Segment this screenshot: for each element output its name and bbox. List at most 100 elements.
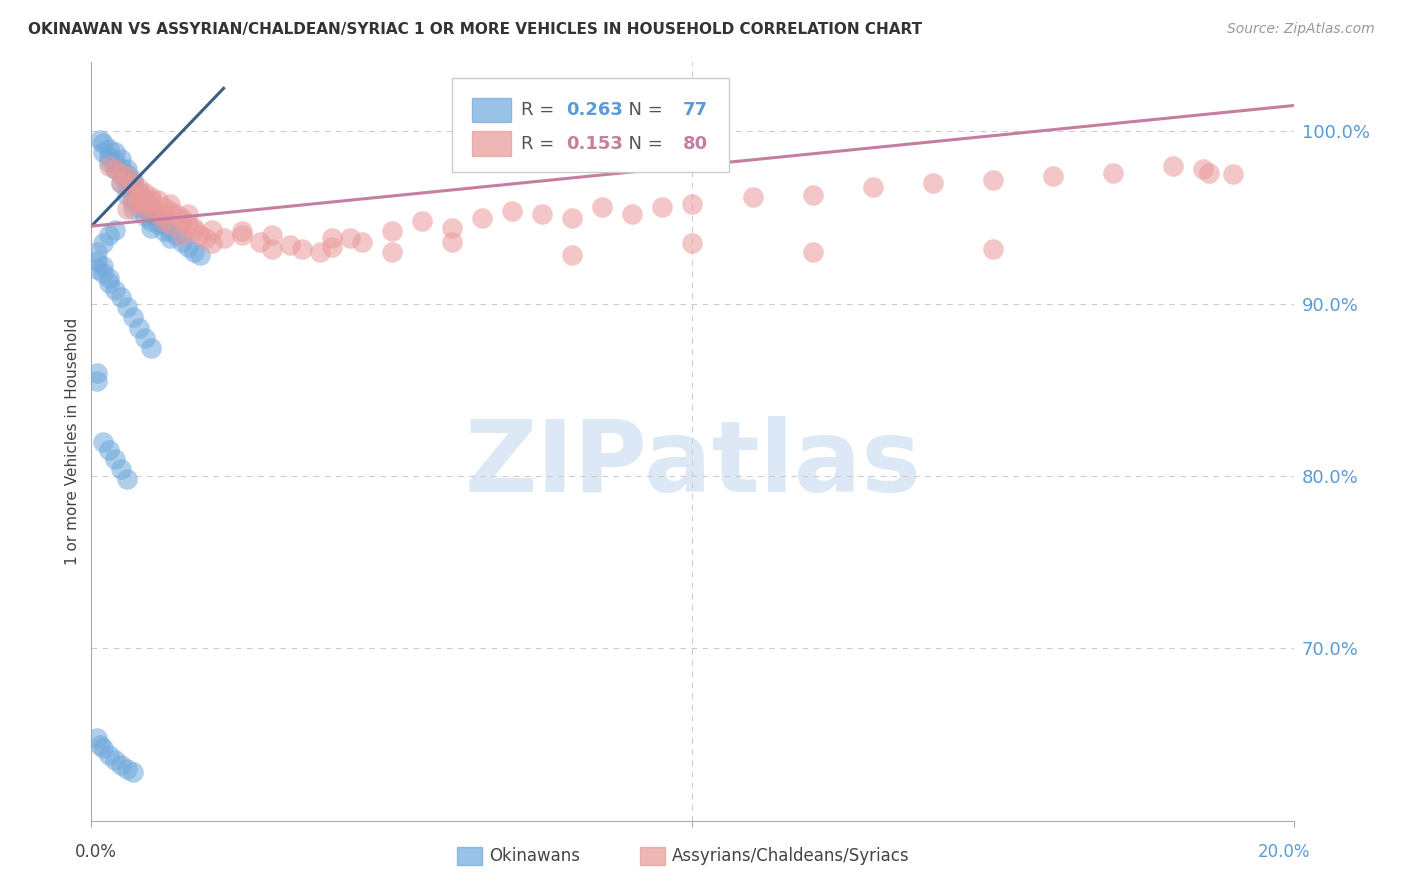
Text: Source: ZipAtlas.com: Source: ZipAtlas.com — [1227, 22, 1375, 37]
Point — [134, 186, 156, 201]
Point — [89, 738, 111, 752]
Point — [249, 235, 271, 249]
Text: 20.0%: 20.0% — [1257, 843, 1310, 861]
Point — [1198, 166, 1220, 180]
Point — [110, 161, 132, 175]
Point — [621, 207, 644, 221]
Point — [862, 179, 884, 194]
Point — [104, 162, 127, 177]
Point — [183, 222, 205, 236]
Point — [122, 188, 145, 202]
Point — [122, 196, 145, 211]
Point — [86, 374, 108, 388]
Point — [98, 748, 121, 763]
Point — [146, 194, 169, 208]
Point — [98, 155, 121, 169]
Point — [176, 240, 198, 254]
Point — [117, 169, 139, 184]
Point — [146, 207, 169, 221]
Text: R =: R = — [520, 101, 560, 120]
Point — [110, 758, 132, 772]
Point — [134, 194, 156, 208]
Point — [104, 153, 127, 168]
Point — [86, 262, 108, 277]
Point — [440, 220, 463, 235]
Point — [117, 202, 139, 216]
Point — [110, 290, 132, 304]
Point — [260, 242, 283, 256]
Point — [176, 207, 198, 221]
Point — [188, 227, 211, 242]
Point — [128, 185, 150, 199]
Point — [117, 473, 139, 487]
Point — [104, 451, 127, 466]
Point — [86, 253, 108, 268]
Point — [93, 236, 115, 251]
Point — [122, 176, 145, 190]
Point — [122, 194, 145, 208]
Text: ZIPatlas: ZIPatlas — [464, 416, 921, 513]
Point — [128, 194, 150, 208]
Point — [117, 179, 139, 194]
Point — [981, 242, 1004, 256]
Point — [141, 190, 163, 204]
Point — [159, 203, 181, 218]
Point — [165, 207, 187, 221]
Point — [86, 731, 108, 745]
Point — [98, 270, 121, 285]
Point — [141, 200, 163, 214]
Point — [339, 231, 361, 245]
Point — [134, 202, 156, 216]
Point — [278, 238, 301, 252]
Text: 80: 80 — [683, 135, 709, 153]
Point — [183, 220, 205, 235]
Point — [159, 218, 181, 232]
Point — [86, 366, 108, 380]
Point — [176, 218, 198, 232]
Point — [128, 321, 150, 335]
Point — [170, 211, 193, 225]
Point — [98, 159, 121, 173]
Point — [501, 203, 523, 218]
Point — [212, 231, 235, 245]
Point — [122, 172, 145, 186]
Point — [141, 220, 163, 235]
Point — [122, 176, 145, 190]
Point — [561, 248, 583, 262]
Point — [117, 168, 139, 182]
Point — [381, 245, 404, 260]
Point — [141, 207, 163, 221]
Point — [141, 194, 163, 208]
Text: N =: N = — [617, 135, 668, 153]
Point — [411, 214, 433, 228]
Point — [194, 231, 217, 245]
FancyBboxPatch shape — [451, 78, 728, 172]
Point — [104, 753, 127, 767]
Point — [183, 245, 205, 260]
Point — [231, 227, 253, 242]
Point — [350, 235, 373, 249]
Point — [159, 224, 181, 238]
Point — [231, 224, 253, 238]
Point — [122, 185, 145, 199]
Point — [801, 245, 824, 260]
Point — [1102, 166, 1125, 180]
Point — [128, 200, 150, 214]
Point — [471, 211, 494, 225]
Text: 77: 77 — [683, 101, 707, 120]
Point — [201, 222, 224, 236]
Point — [981, 172, 1004, 186]
Point — [89, 133, 111, 147]
Point — [110, 462, 132, 476]
Point — [591, 200, 613, 214]
Point — [117, 188, 139, 202]
Point — [308, 245, 330, 260]
Point — [110, 168, 132, 182]
Point — [801, 188, 824, 202]
FancyBboxPatch shape — [472, 131, 510, 156]
Point — [170, 214, 193, 228]
Point — [159, 196, 181, 211]
Point — [122, 765, 145, 780]
Point — [93, 266, 115, 280]
Text: N =: N = — [617, 101, 668, 120]
